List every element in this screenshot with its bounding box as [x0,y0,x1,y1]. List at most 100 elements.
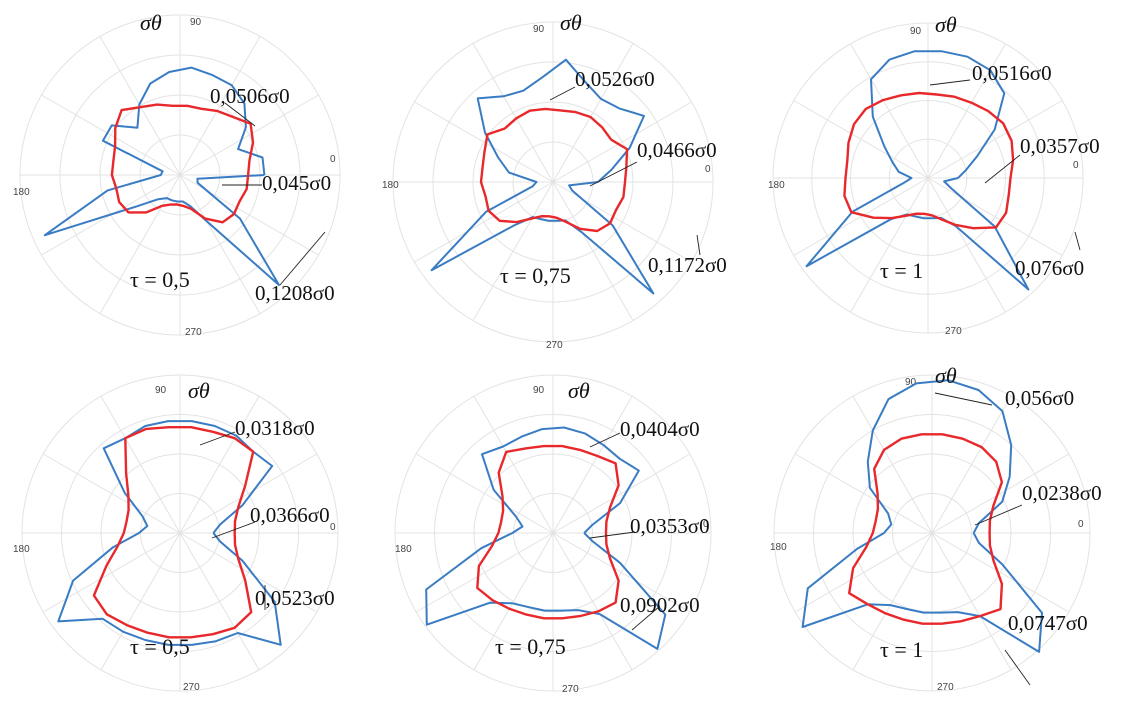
callout-value-label: 0,1172σ0 [648,253,727,277]
grid-spoke [473,532,554,671]
tau-parameter-label: τ = 0,5 [130,267,190,292]
callout-leader-line [631,605,661,631]
angle-tick-label: 180 [768,180,785,191]
callout-value-label: 0,056σ0 [1005,386,1074,410]
grid-spoke [100,532,181,671]
grid-spoke [472,181,554,321]
callout-leader-line [984,154,1021,184]
grid-spoke [794,453,933,534]
angle-tick-label: 0 [703,519,709,530]
series-blue-curve [430,58,655,295]
angle-tick-label: 180 [770,542,787,553]
polar-chart-panel: 0 90 180 270 σθ τ = 0,75 0,0526σ0 0,0466σ0 0,117… [382,10,727,351]
polar-grid [772,22,1084,334]
callout-leader-line [1004,649,1031,686]
angle-tick-label: 0 [705,164,711,175]
callout-value-label: 0,0516σ0 [972,61,1052,85]
callout-leader-line [934,392,993,406]
angle-tick-label: 270 [937,682,954,693]
series-red-curve [476,444,620,620]
series-red-curve [848,433,1004,625]
axis-label-sigma-theta: σθ [560,10,582,35]
callout-leader-line [696,234,701,256]
polar-chart-panel: 0 90 180 270 σθ τ = 1 0,0516σ0 0,0357σ0 0,076σ0 [768,12,1100,337]
grid-spoke [415,532,554,613]
grid-spoke [414,101,554,183]
angle-tick-label: 0 [330,522,336,533]
callout-leader-line [589,531,636,539]
grid-spoke [179,532,318,613]
angle-tick-label: 270 [183,682,200,693]
tau-parameter-label: τ = 0,75 [495,634,566,659]
angle-tick-label: 90 [533,385,545,396]
grid-spoke [850,177,929,313]
angle-tick-label: 90 [905,377,917,388]
callout-value-label: 0,0238σ0 [1022,481,1102,505]
angle-tick-label: 180 [382,180,399,191]
series-blue-curve [425,426,667,650]
grid-spoke [100,395,181,534]
grid-spoke [179,532,260,671]
grid-spoke [552,532,691,613]
grid-spoke [552,181,634,321]
callout-value-label: 0,076σ0 [1015,256,1084,280]
callout-leader-line [224,102,256,127]
axis-label-sigma-theta: σθ [140,10,162,35]
grid-spoke [552,453,691,534]
grid-spoke [852,395,933,534]
tau-parameter-label: τ = 0,75 [500,263,571,288]
callout-value-label: 0,0366σ0 [250,503,330,527]
callout-value-label: 0,0902σ0 [620,593,700,617]
grid-spoke [552,101,692,183]
series-blue-curve [57,420,282,646]
grid-spoke [552,181,692,263]
callout-leader-line [974,504,1023,526]
callout-leader-line [589,432,621,448]
callout-value-label: 0,0404σ0 [620,417,700,441]
polar-chart-panel: 0 90 180 270 σθ τ = 0,5 0,0318σ0 0,0366σ0 0,0523… [13,374,339,693]
callout-leader-line [279,231,326,286]
callout-value-label: 0,0466σ0 [637,138,717,162]
callout-leader-line [549,86,576,101]
grid-spoke [793,177,929,256]
grid-spoke [850,43,929,179]
angle-tick-label: 270 [185,327,202,338]
angle-tick-label: 0 [1073,160,1079,171]
callout-leader-line [929,79,971,86]
grid-spoke [852,532,933,671]
axis-label-sigma-theta: σθ [568,378,590,403]
callout-leader-line [589,161,638,187]
callout-value-label: 0,0747σ0 [1008,611,1088,635]
grid-spoke [927,177,1063,256]
grid-spoke [415,453,554,534]
series-blue-curve [43,66,280,286]
angle-tick-label: 270 [546,340,563,351]
callout-value-label: 0,0523σ0 [255,586,335,610]
grid-spoke [179,94,319,176]
grid-spoke [927,43,1006,179]
grid-spoke [793,100,929,179]
callout-leader-line [211,521,256,539]
angle-tick-label: 180 [13,544,30,555]
tau-parameter-label: τ = 0,5 [130,634,190,659]
angle-tick-label: 0 [330,154,336,165]
grid-spoke [552,395,633,534]
callout-value-label: 0,0526σ0 [575,67,655,91]
grid-spoke [473,395,554,534]
callout-leader-line [1074,231,1081,251]
callout-value-label: 0,045σ0 [262,171,331,195]
angle-tick-label: 90 [533,24,545,35]
grid-spoke [42,453,181,534]
angle-tick-label: 90 [910,26,922,37]
grid-spoke [931,532,1070,613]
callout-value-label: 0,0357σ0 [1020,134,1100,158]
grid-spoke [927,177,1006,313]
grid-spoke [179,453,318,534]
callout-value-label: 0,1208σ0 [255,281,335,305]
angle-tick-label: 270 [562,684,579,695]
grid-spoke [794,532,933,613]
angle-tick-label: 90 [155,385,167,396]
angle-tick-label: 90 [190,17,202,28]
axis-label-sigma-theta: σθ [935,363,957,388]
